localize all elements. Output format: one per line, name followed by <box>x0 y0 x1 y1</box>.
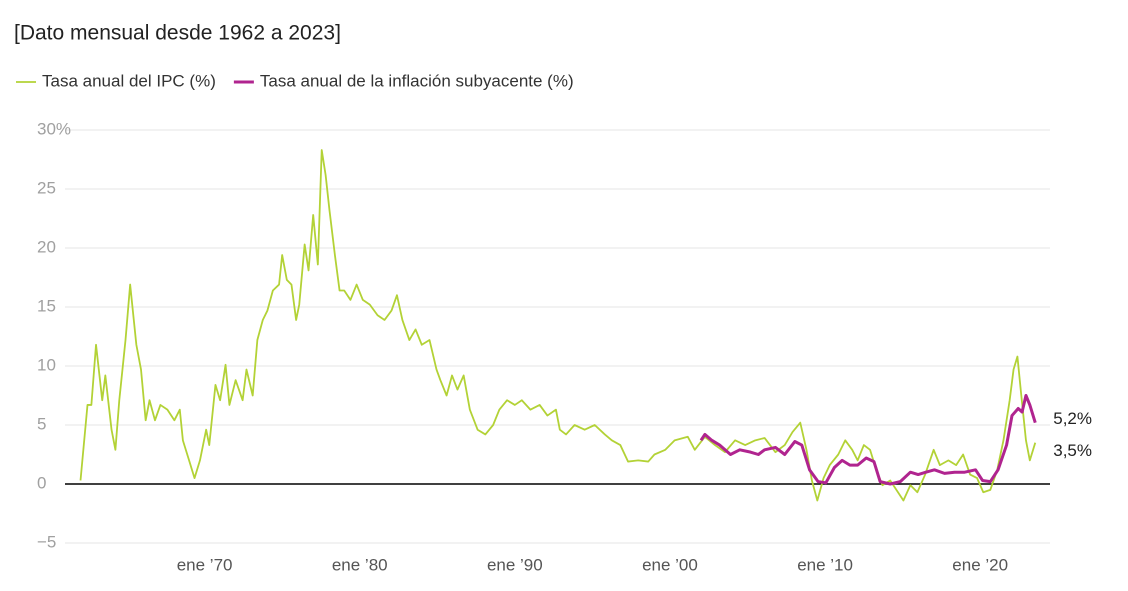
y-tick-label: 30% <box>37 119 71 138</box>
y-tick-label: 25 <box>37 178 56 197</box>
x-tick-label: ene ’90 <box>487 555 543 574</box>
y-tick-label: 0 <box>37 473 46 492</box>
legend-label: Tasa anual del IPC (%) <box>42 71 216 90</box>
x-tick-label: ene ’00 <box>642 555 698 574</box>
series-line <box>79 149 1037 502</box>
chart-subtitle: [Dato mensual desde 1962 a 2023] <box>14 22 341 45</box>
value-label: 5,2% <box>1053 409 1092 428</box>
legend-label: Tasa anual de la inflación subyacente (%… <box>260 71 574 90</box>
series-line <box>699 394 1037 486</box>
y-tick-label: 5 <box>37 414 46 433</box>
x-tick-label: ene ’20 <box>952 555 1008 574</box>
x-tick-label: ene ’80 <box>332 555 388 574</box>
x-tick-label: ene ’10 <box>797 555 853 574</box>
y-tick-label: −5 <box>37 532 56 551</box>
y-tick-label: 15 <box>37 296 56 315</box>
y-tick-label: 20 <box>37 237 56 256</box>
x-tick-label: ene ’70 <box>177 555 233 574</box>
value-label: 3,5% <box>1053 441 1092 460</box>
y-tick-label: 10 <box>37 355 56 374</box>
